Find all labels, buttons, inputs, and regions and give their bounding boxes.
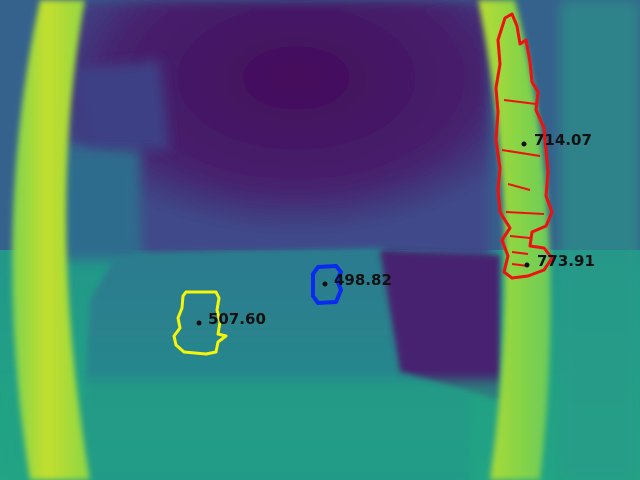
right-wall-region — [560, 0, 640, 480]
table-side-shadow — [380, 250, 500, 400]
blue-depth-label: 498.82 — [334, 271, 392, 289]
right-post-region — [478, 0, 551, 480]
blue-contour — [311, 264, 343, 305]
red-lower-centroid-marker — [524, 262, 530, 268]
red-upper-depth-label: 714.07 — [534, 131, 592, 149]
yellow-contour — [172, 290, 228, 356]
red-upper-centroid-marker — [521, 141, 527, 147]
red-contour-inner-lines — [501, 99, 545, 267]
far-background-region — [60, 0, 490, 260]
left-post-region — [12, 0, 90, 480]
red-lower-depth-label: 773.91 — [537, 252, 595, 270]
blue-centroid-marker — [322, 281, 328, 287]
red-contour — [494, 12, 554, 280]
yellow-depth-label: 507.60 — [208, 310, 266, 328]
yellow-centroid-marker — [196, 320, 202, 326]
shelf-shadow-region — [70, 60, 170, 150]
